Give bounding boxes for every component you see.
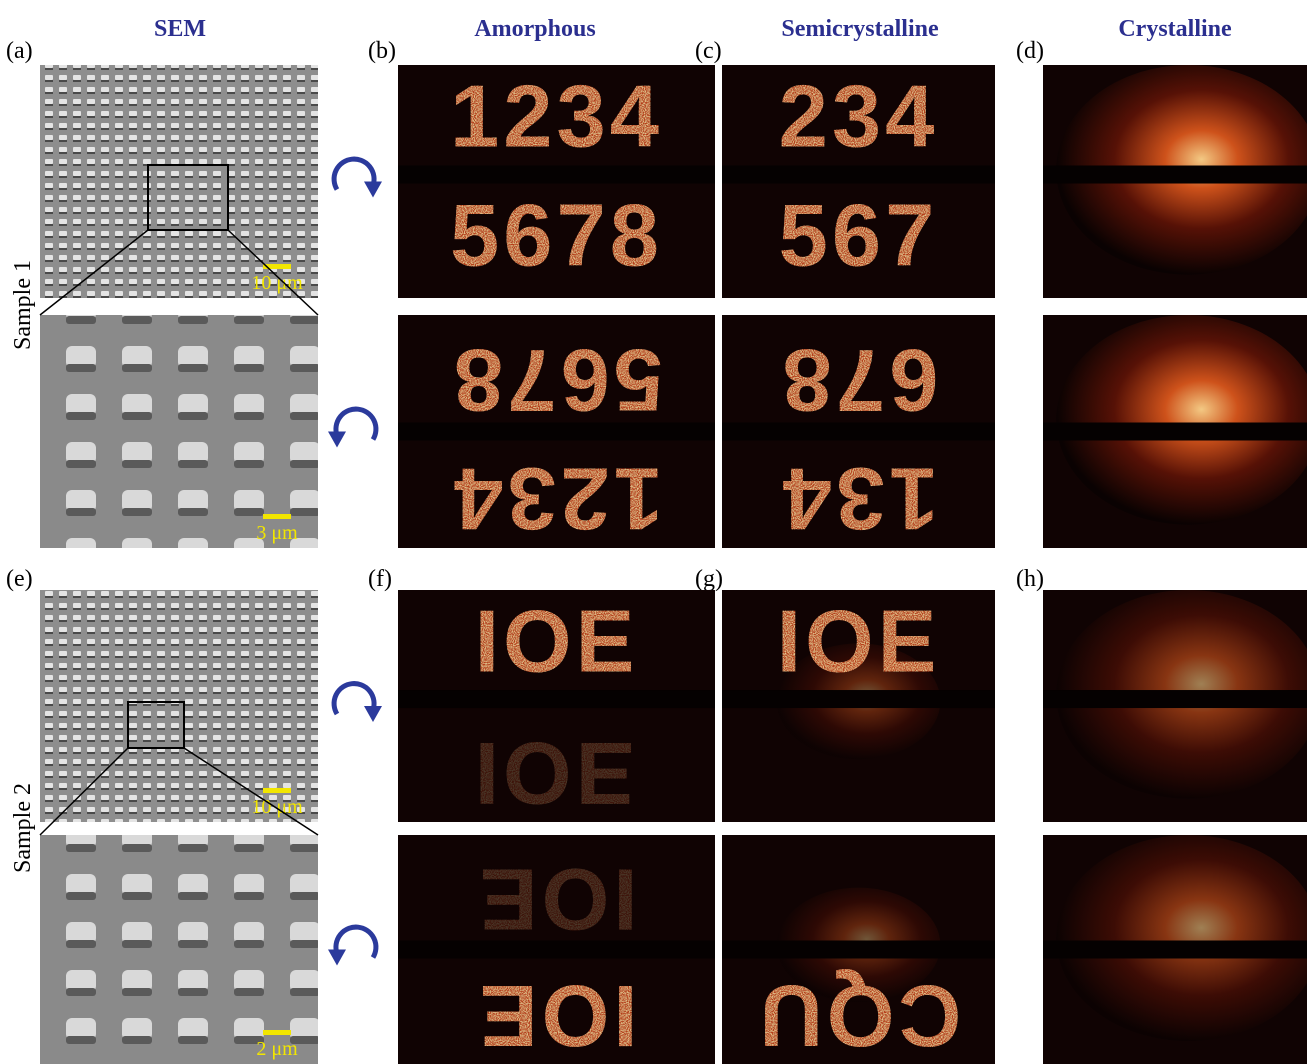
hologram-text: IOE — [777, 591, 941, 690]
hologram-text: 234 — [779, 67, 939, 166]
dark-band — [722, 423, 995, 441]
hologram-text: 5678 — [450, 331, 663, 430]
hologram-text: CQU — [756, 967, 961, 1064]
panel-label: (a) — [6, 38, 33, 64]
scale-bar — [263, 1030, 291, 1035]
dark-band — [398, 166, 715, 184]
scale-bar-label: 3 μm — [256, 522, 298, 544]
panel-label: (d) — [1016, 38, 1044, 64]
sem-image — [40, 835, 318, 1064]
scale-bar-label: 2 μm — [256, 1038, 298, 1060]
dark-band — [398, 423, 715, 441]
hologram-text: 1234 — [450, 450, 663, 549]
sem-image — [40, 315, 318, 548]
dark-band — [722, 690, 995, 708]
hologram-text: 567 — [779, 185, 939, 284]
rotation-arrowhead — [328, 432, 346, 448]
panel-label: (f) — [368, 566, 392, 592]
scale-bar-label: 10 μm — [251, 272, 303, 294]
dark-band — [1043, 423, 1307, 441]
panel-label: (h) — [1016, 566, 1044, 592]
column-header: Semicrystalline — [781, 16, 939, 42]
dark-band — [722, 941, 995, 959]
scale-bar — [263, 788, 291, 793]
column-header: Crystalline — [1118, 16, 1232, 42]
dark-band — [722, 166, 995, 184]
panel-label: (c) — [695, 38, 722, 64]
hologram-text: IOE — [476, 850, 638, 947]
sample-label: Sample 1 — [10, 260, 36, 350]
column-header: Amorphous — [474, 16, 595, 42]
dark-band — [1043, 166, 1307, 184]
hologram-text: 678 — [779, 331, 939, 430]
rotation-arrowhead — [364, 706, 382, 722]
hologram-text: IOE — [475, 724, 639, 823]
sem-image — [40, 65, 318, 298]
panel-label: (e) — [6, 566, 33, 592]
hologram-text: 5678 — [450, 185, 663, 284]
hologram-text: IOE — [475, 591, 639, 690]
hologram-text: 1234 — [450, 67, 663, 166]
panel-label: (g) — [695, 566, 723, 592]
column-header: SEM — [154, 16, 206, 42]
figure: SEM Amorphous Semicrystalline Crystalline (a… — [0, 0, 1307, 1064]
scale-bar-label: 10 μm — [251, 796, 303, 818]
dark-band — [398, 941, 715, 959]
rotation-arrowhead — [364, 182, 382, 198]
dark-band — [1043, 690, 1307, 708]
hologram-text: 134 — [779, 450, 939, 549]
hologram-text: IOE — [476, 967, 638, 1064]
panel-label: (b) — [368, 38, 396, 64]
rotation-arrowhead — [328, 950, 346, 966]
sem-image — [40, 590, 318, 822]
dark-band — [398, 690, 715, 708]
dark-band — [1043, 941, 1307, 959]
sample-label: Sample 2 — [10, 783, 36, 873]
scale-bar — [263, 514, 291, 519]
